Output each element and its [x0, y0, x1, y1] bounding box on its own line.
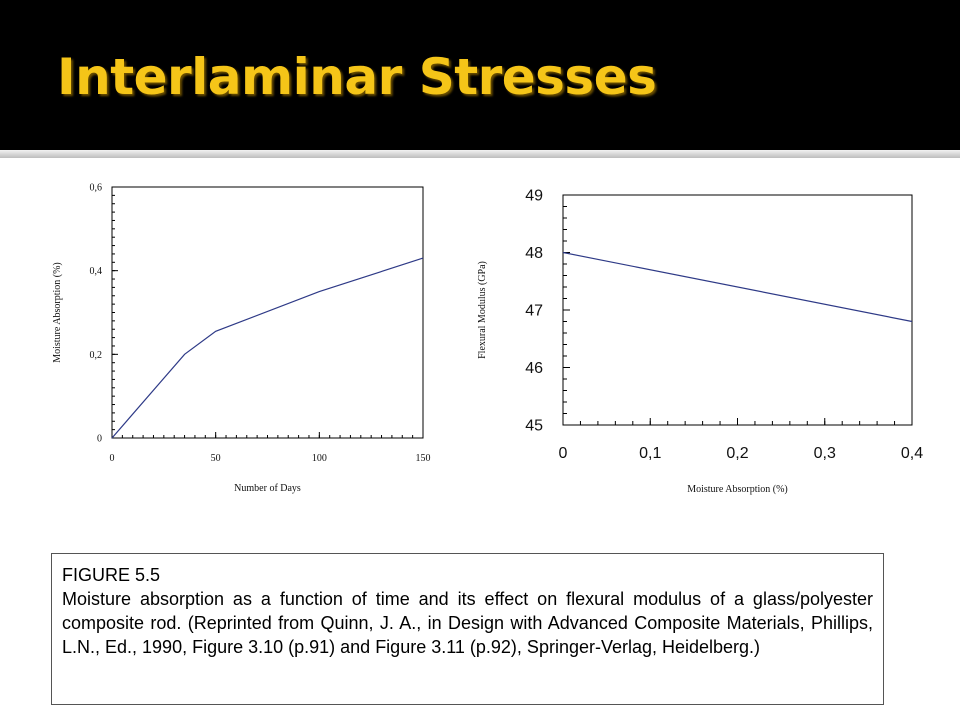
y-tick-label: 0,4 [90, 266, 103, 277]
figure-caption-text: Moisture absorption as a function of tim… [62, 589, 873, 657]
x-axis-title: Number of Days [234, 483, 301, 494]
x-tick-label: 0,4 [901, 445, 923, 462]
x-tick-label: 150 [416, 453, 431, 464]
y-tick-label: 48 [525, 245, 543, 262]
plot-frame [562, 194, 913, 426]
figure-label: FIGURE 5.5 [62, 565, 161, 585]
figure-caption: FIGURE 5.5 Moisture absorption as a func… [51, 553, 884, 705]
x-tick-label: 50 [211, 453, 221, 464]
x-tick-label: 0 [110, 453, 115, 464]
series-line [562, 251, 913, 323]
y-axis-title: Moisture Absorption (%) [52, 262, 63, 363]
y-tick-label: 46 [525, 360, 543, 377]
y-tick-label: 47 [525, 303, 543, 320]
y-tick-label: 0,2 [90, 350, 103, 361]
y-tick-label: 49 [525, 188, 543, 205]
x-tick-label: 0,1 [639, 445, 661, 462]
slide-title: Interlaminar Stresses [57, 48, 657, 106]
y-tick-label: 45 [525, 418, 543, 435]
x-tick-label: 100 [312, 453, 327, 464]
x-tick-label: 0,2 [726, 445, 748, 462]
series-line [111, 257, 424, 439]
title-bar: Interlaminar Stresses [0, 0, 960, 150]
y-axis-title: Flexural Modulus (GPa) [477, 261, 488, 359]
x-axis-title: Moisture Absorption (%) [687, 484, 788, 495]
x-tick-label: 0 [559, 445, 568, 462]
y-tick-label: 0 [97, 434, 102, 445]
x-tick-label: 0,3 [814, 445, 836, 462]
y-tick-label: 0,6 [90, 183, 103, 194]
header-divider [0, 150, 960, 158]
